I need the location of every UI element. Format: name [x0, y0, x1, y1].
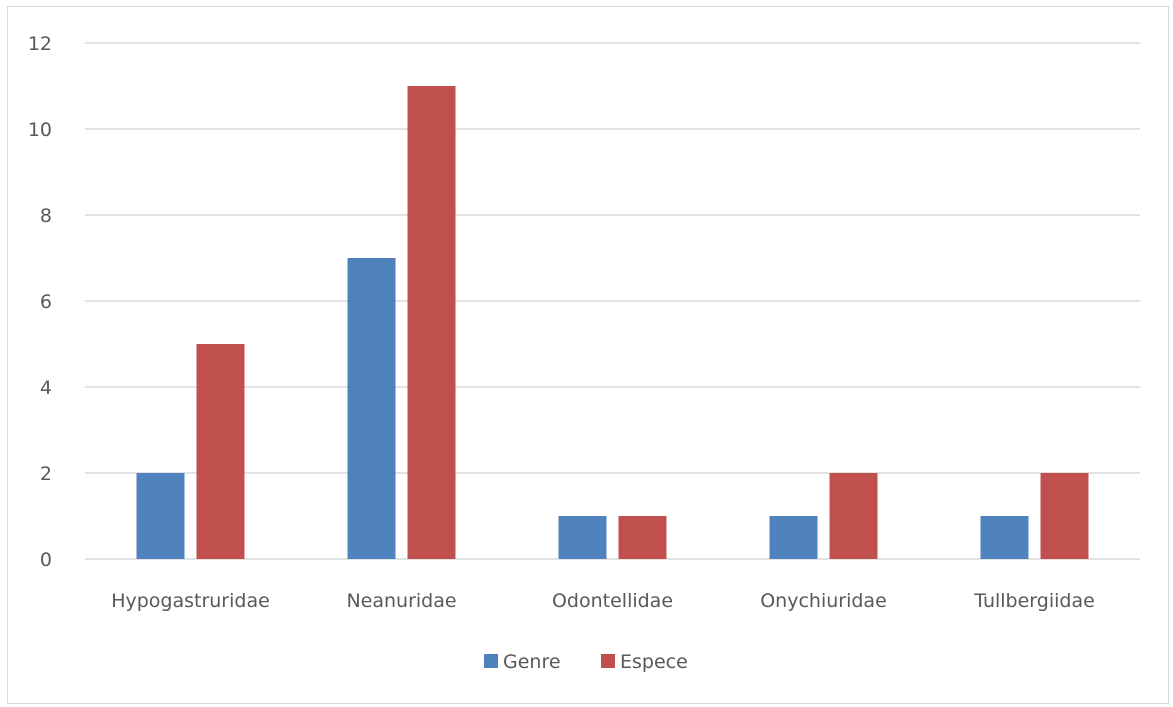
x-category-label: Tullbergiidae — [973, 590, 1095, 612]
legend: Genre Espece — [484, 651, 688, 673]
bar-genre-tullbergiidae — [980, 516, 1029, 559]
bar-espece-neanuridae — [407, 86, 456, 559]
x-category-label: Hypogastruridae — [111, 590, 270, 612]
y-tick-label: 4 — [40, 377, 52, 399]
y-axis-tick-labels: 0 2 4 6 8 10 12 — [28, 33, 52, 571]
bar-espece-odontellidae — [618, 516, 667, 559]
bar-genre-hypogastruridae — [136, 473, 185, 559]
bar-espece-onychiuridae — [829, 473, 878, 559]
x-axis-category-labels: Hypogastruridae Neanuridae Odontellidae Ony… — [111, 590, 1095, 612]
legend-swatch-genre — [484, 654, 498, 668]
y-tick-label: 12 — [28, 33, 52, 55]
bars — [136, 86, 1089, 559]
y-tick-label: 10 — [28, 119, 52, 141]
y-tick-label: 6 — [40, 291, 52, 313]
legend-label-espece: Espece — [620, 651, 688, 673]
bar-espece-tullbergiidae — [1040, 473, 1089, 559]
x-category-label: Odontellidae — [552, 590, 673, 612]
y-tick-label: 2 — [40, 463, 52, 485]
y-tick-label: 8 — [40, 205, 52, 227]
bar-genre-onychiuridae — [769, 516, 818, 559]
x-category-label: Neanuridae — [346, 590, 456, 612]
x-category-label: Onychiuridae — [760, 590, 887, 612]
legend-swatch-espece — [601, 654, 615, 668]
bar-genre-odontellidae — [558, 516, 607, 559]
bar-espece-hypogastruridae — [196, 344, 245, 559]
legend-label-genre: Genre — [503, 651, 561, 673]
bar-genre-neanuridae — [347, 258, 396, 559]
y-tick-label: 0 — [40, 549, 52, 571]
gridlines — [85, 42, 1140, 560]
